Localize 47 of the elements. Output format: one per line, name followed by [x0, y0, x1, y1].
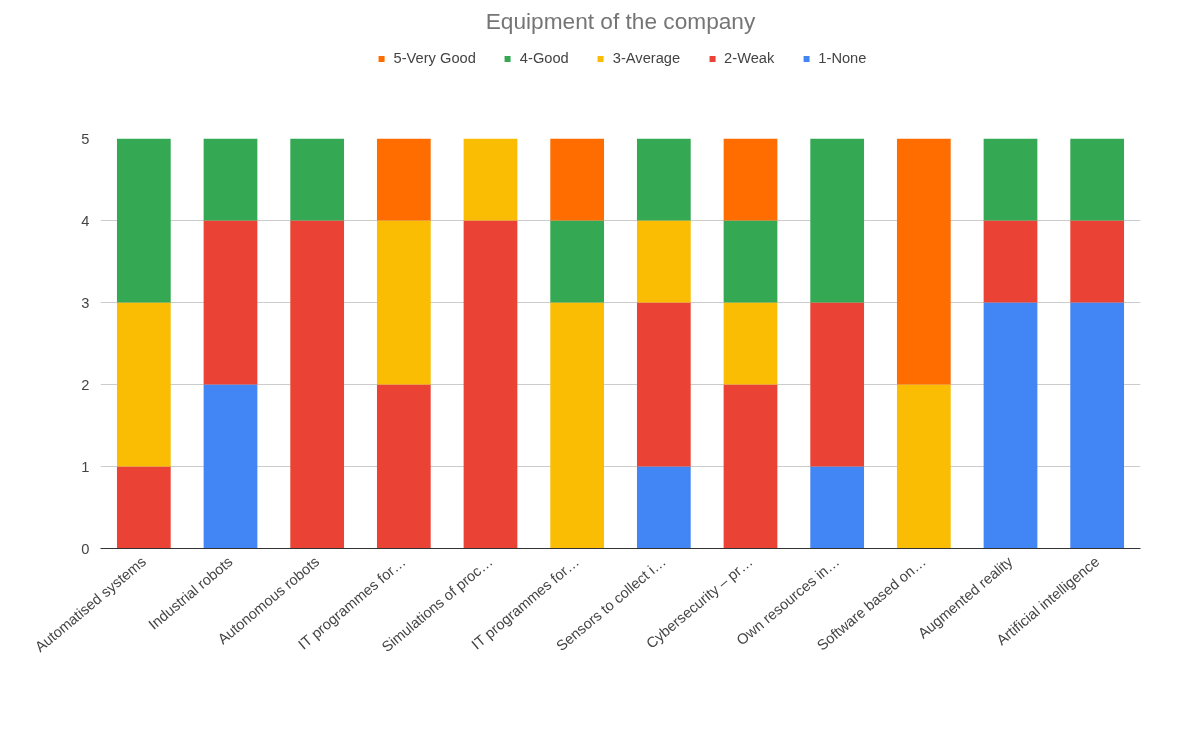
bar: [376, 138, 431, 221]
bar: [203, 138, 258, 221]
bar: [376, 220, 431, 385]
bar: [290, 138, 345, 221]
bar: [896, 384, 951, 549]
legend-label: 5-Very Good: [393, 50, 476, 66]
bar: [376, 384, 431, 549]
bar: [723, 302, 778, 385]
bar: [203, 220, 258, 385]
legend-label: 1-None: [818, 50, 867, 66]
bar: [636, 220, 691, 303]
bar: [1070, 138, 1125, 221]
legend-label: 4-Good: [519, 50, 569, 66]
y-tick-label: 2: [81, 376, 90, 393]
bar: [810, 138, 865, 303]
bar: [983, 302, 1038, 549]
bar: [723, 220, 778, 303]
bar: [810, 302, 865, 467]
bar: [723, 384, 778, 549]
bar: [550, 220, 605, 303]
bar: [636, 138, 691, 221]
bar: [116, 138, 171, 303]
bar: [723, 138, 778, 221]
bar: [463, 138, 518, 221]
bar: [636, 302, 691, 467]
bar: [983, 138, 1038, 221]
y-tick-label: 0: [81, 540, 90, 557]
chart-title: Equipment of the company: [485, 7, 756, 34]
bar: [463, 220, 518, 549]
bar: [116, 302, 171, 467]
y-tick-label: 1: [81, 458, 90, 475]
bar: [636, 466, 691, 549]
legend-label: 2-Weak: [724, 50, 775, 66]
legend-label: 3-Average: [612, 50, 681, 66]
bar: [550, 302, 605, 549]
y-tick-label: 5: [81, 130, 90, 147]
bar: [983, 220, 1038, 303]
y-tick-label: 4: [81, 212, 90, 229]
bar: [896, 138, 951, 385]
bar: [550, 138, 605, 221]
bar: [810, 466, 865, 549]
y-tick-label: 3: [81, 294, 90, 311]
bar: [203, 384, 258, 549]
bar: [1070, 302, 1125, 549]
bar: [290, 220, 345, 549]
bar: [116, 466, 171, 549]
bar: [1070, 220, 1125, 303]
